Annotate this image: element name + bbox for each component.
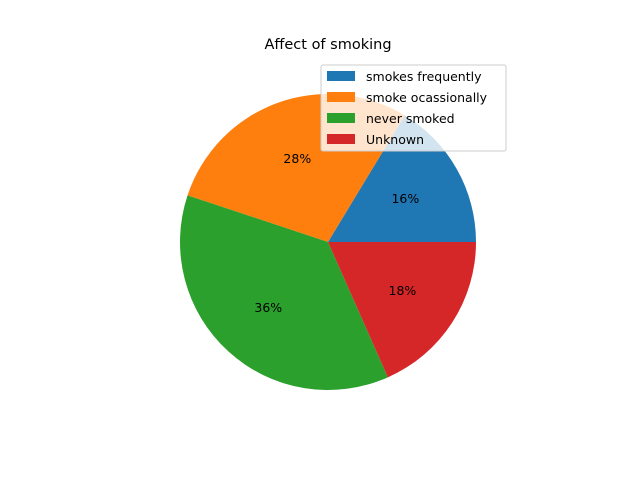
percent-label-unknown: 18% [389, 283, 417, 298]
legend-frame [320, 64, 507, 152]
percent-label-smokes-frequently: 16% [391, 191, 419, 206]
legend-swatch-never-smoked [327, 113, 355, 123]
legend-label-unknown: Unknown [366, 132, 424, 147]
pie-slice-unknown [328, 242, 476, 378]
percent-label-never-smoked: 36% [254, 300, 282, 315]
legend-swatch-unknown [327, 134, 355, 144]
chart-title: Affect of smoking [264, 37, 391, 53]
legend-swatch-smoke-ocassionally [327, 92, 355, 102]
legend-swatch-smokes-frequently [327, 71, 355, 81]
legend-label-never-smoked: never smoked [366, 111, 455, 126]
percent-labels: 16% 28% 36% 18% [254, 151, 419, 315]
legend-label-smoke-ocassionally: smoke ocassionally [366, 90, 488, 105]
pie-slice-never-smoked [179, 195, 388, 390]
legend: smokes frequently smoke ocassionally never… [320, 64, 507, 152]
legend-label-smokes-frequently: smokes frequently [366, 69, 482, 84]
percent-label-smoke-ocassionally: 28% [283, 151, 311, 166]
